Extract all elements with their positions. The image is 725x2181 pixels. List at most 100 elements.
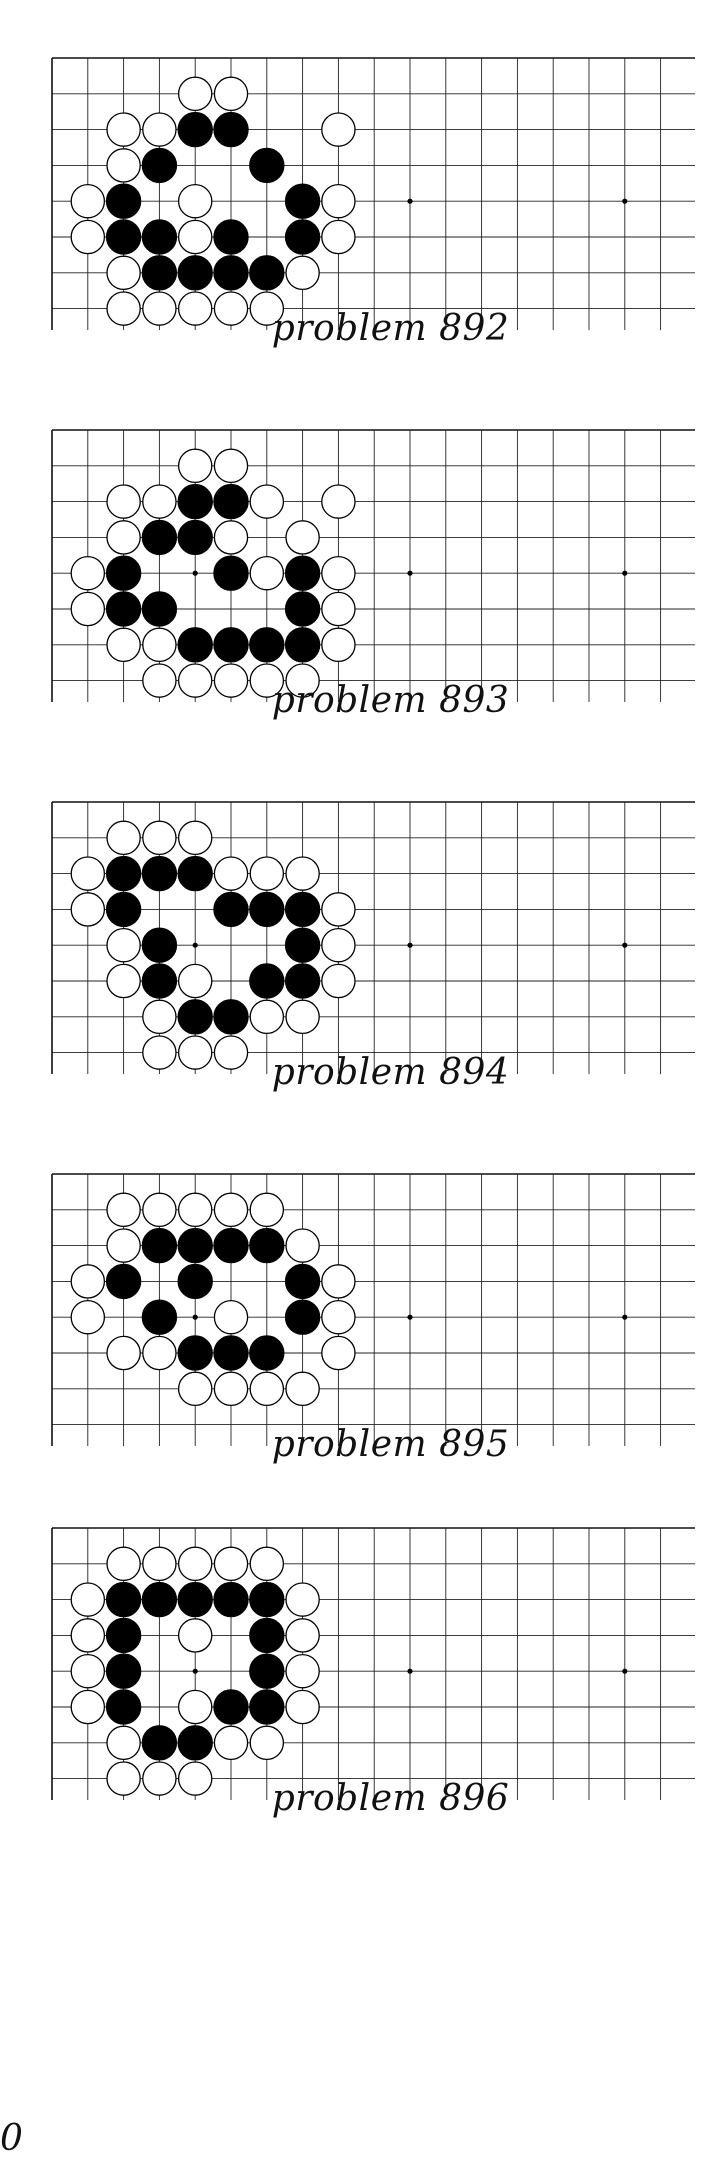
white-stone [71,557,104,590]
black-stone [142,148,176,182]
white-stone [286,1229,319,1262]
white-stone [322,893,355,926]
white-stone [322,592,355,625]
black-stone [178,520,212,554]
star-point [193,943,198,948]
white-stone [107,113,140,146]
black-stone [250,964,284,998]
white-stone [250,1547,283,1580]
white-stone [286,521,319,554]
go-board[interactable] [30,412,695,702]
white-stone [250,857,283,890]
white-stone [107,1547,140,1580]
black-stone [178,256,212,290]
star-point [193,571,198,576]
black-stone [285,556,319,590]
black-stone [178,1228,212,1262]
white-stone [71,1690,104,1723]
white-stone [143,113,176,146]
go-board[interactable] [30,1156,695,1446]
white-stone [286,1372,319,1405]
white-stone [250,485,283,518]
board-grid [52,430,695,702]
white-stone [71,1583,104,1616]
white-stone [322,964,355,997]
white-stone [179,1193,212,1226]
black-stone [106,556,140,590]
black-stone [285,220,319,254]
black-stone [285,1300,319,1334]
black-stone [285,592,319,626]
white-stone [179,821,212,854]
board-grid [52,58,695,330]
black-stone [106,856,140,890]
black-stone [178,628,212,662]
black-stone [214,1336,248,1370]
black-stone [250,1228,284,1262]
black-stone [214,112,248,146]
black-stone [285,184,319,218]
white-stone [71,857,104,890]
black-stone [178,1264,212,1298]
problem-caption: problem 893 [28,680,725,721]
white-stone [286,1000,319,1033]
go-problem-895: problem 895 [0,1156,725,1536]
white-stone [143,1000,176,1033]
black-stone [214,220,248,254]
black-stone [250,148,284,182]
white-stone [143,1547,176,1580]
white-stone [214,1547,247,1580]
white-stone [107,1229,140,1262]
black-stone [250,1336,284,1370]
white-stone [143,628,176,661]
black-stone [250,1618,284,1652]
star-point [407,199,412,204]
black-stone [106,1264,140,1298]
white-stone [71,1265,104,1298]
black-stone [142,1300,176,1334]
white-stone [71,220,104,253]
black-stone [250,1654,284,1688]
black-stone [214,556,248,590]
star-point [622,1315,627,1320]
problem-caption: problem 892 [28,308,725,349]
problem-caption: problem 894 [28,1052,725,1093]
white-stone [179,964,212,997]
white-stone [143,821,176,854]
white-stone [179,1372,212,1405]
white-stone [143,485,176,518]
black-stone [178,1726,212,1760]
white-stone [107,929,140,962]
black-stone [106,592,140,626]
black-stone [285,628,319,662]
star-point [193,1669,198,1674]
white-stone [286,857,319,890]
black-stone [285,892,319,926]
black-stone [142,220,176,254]
black-stone [214,892,248,926]
go-board[interactable] [30,1510,695,1800]
go-board[interactable] [30,784,695,1074]
white-stone [143,1336,176,1369]
white-stone [107,964,140,997]
white-stone [107,1336,140,1369]
go-problem-896: problem 896 [0,1510,725,1890]
white-stone [286,1619,319,1652]
go-problem-894: problem 894 [0,784,725,1164]
go-board[interactable] [30,40,695,330]
white-stone [286,1655,319,1688]
white-stone [322,1336,355,1369]
black-stone [142,520,176,554]
white-stone [107,256,140,289]
black-stone [214,1582,248,1616]
black-stone [142,928,176,962]
star-point [622,571,627,576]
black-stone [214,256,248,290]
white-stone [107,821,140,854]
star-point [407,571,412,576]
white-stone [286,1690,319,1723]
black-stone [106,1690,140,1724]
white-stone [322,485,355,518]
white-stone [214,1726,247,1759]
white-stone [250,1372,283,1405]
